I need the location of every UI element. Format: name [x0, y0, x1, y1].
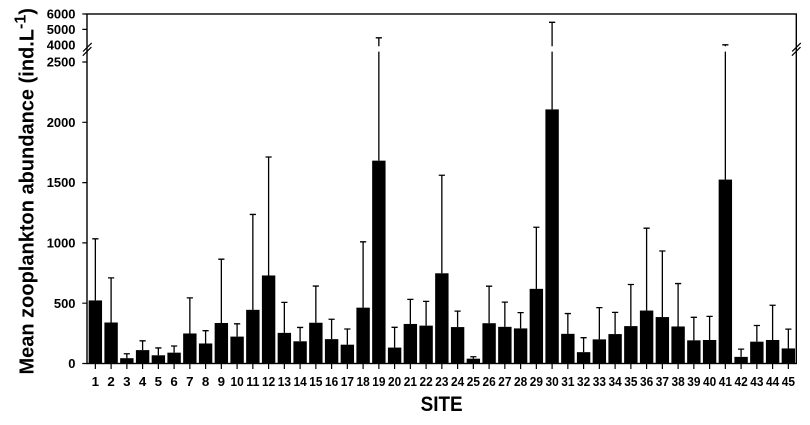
svg-text:4: 4	[139, 374, 147, 389]
svg-text:36: 36	[640, 374, 653, 389]
svg-text:2: 2	[107, 374, 114, 389]
svg-text:13: 13	[278, 374, 291, 389]
svg-text:21: 21	[404, 374, 418, 389]
svg-text:8: 8	[202, 374, 209, 389]
svg-text:4000: 4000	[47, 37, 76, 52]
svg-text:19: 19	[372, 374, 385, 389]
svg-text:9: 9	[218, 374, 225, 389]
svg-text:11: 11	[246, 374, 260, 389]
svg-text:1500: 1500	[47, 175, 76, 190]
svg-text:28: 28	[514, 374, 527, 389]
svg-text:44: 44	[766, 374, 780, 389]
svg-text:Mean zooplankton abundance (in: Mean zooplankton abundance (ind.L-1)	[13, 8, 39, 374]
svg-text:42: 42	[735, 374, 748, 389]
svg-text:3: 3	[123, 374, 130, 389]
svg-text:33: 33	[593, 374, 606, 389]
svg-text:500: 500	[54, 296, 76, 311]
svg-text:27: 27	[498, 374, 511, 389]
svg-text:31: 31	[561, 374, 575, 389]
svg-text:38: 38	[672, 374, 685, 389]
svg-text:14: 14	[294, 374, 308, 389]
svg-text:26: 26	[483, 374, 496, 389]
svg-text:SITE: SITE	[421, 393, 463, 416]
svg-text:22: 22	[420, 374, 433, 389]
svg-text:17: 17	[341, 374, 354, 389]
svg-text:0: 0	[68, 356, 75, 371]
svg-text:24: 24	[451, 374, 465, 389]
svg-text:43: 43	[750, 374, 763, 389]
svg-text:1: 1	[92, 374, 100, 389]
svg-text:40: 40	[703, 374, 716, 389]
svg-text:7: 7	[186, 374, 193, 389]
svg-text:15: 15	[309, 374, 323, 389]
svg-text:37: 37	[656, 374, 669, 389]
svg-text:10: 10	[231, 374, 244, 389]
svg-text:32: 32	[577, 374, 590, 389]
svg-text:2500: 2500	[47, 55, 76, 70]
svg-text:5000: 5000	[47, 22, 76, 37]
svg-text:12: 12	[262, 374, 275, 389]
svg-text:34: 34	[609, 374, 623, 389]
svg-text:30: 30	[546, 374, 559, 389]
svg-text:18: 18	[357, 374, 370, 389]
svg-text:1000: 1000	[47, 236, 76, 251]
svg-text:35: 35	[624, 374, 638, 389]
svg-text:25: 25	[467, 374, 481, 389]
svg-text:39: 39	[687, 374, 700, 389]
svg-text:23: 23	[435, 374, 448, 389]
svg-text:5: 5	[155, 374, 163, 389]
svg-text:41: 41	[719, 374, 733, 389]
svg-text:2000: 2000	[47, 115, 76, 130]
svg-text:6000: 6000	[47, 7, 76, 22]
svg-text:20: 20	[388, 374, 401, 389]
svg-text:29: 29	[530, 374, 543, 389]
svg-text:6: 6	[170, 374, 177, 389]
svg-text:45: 45	[782, 374, 796, 389]
svg-text:16: 16	[325, 374, 338, 389]
